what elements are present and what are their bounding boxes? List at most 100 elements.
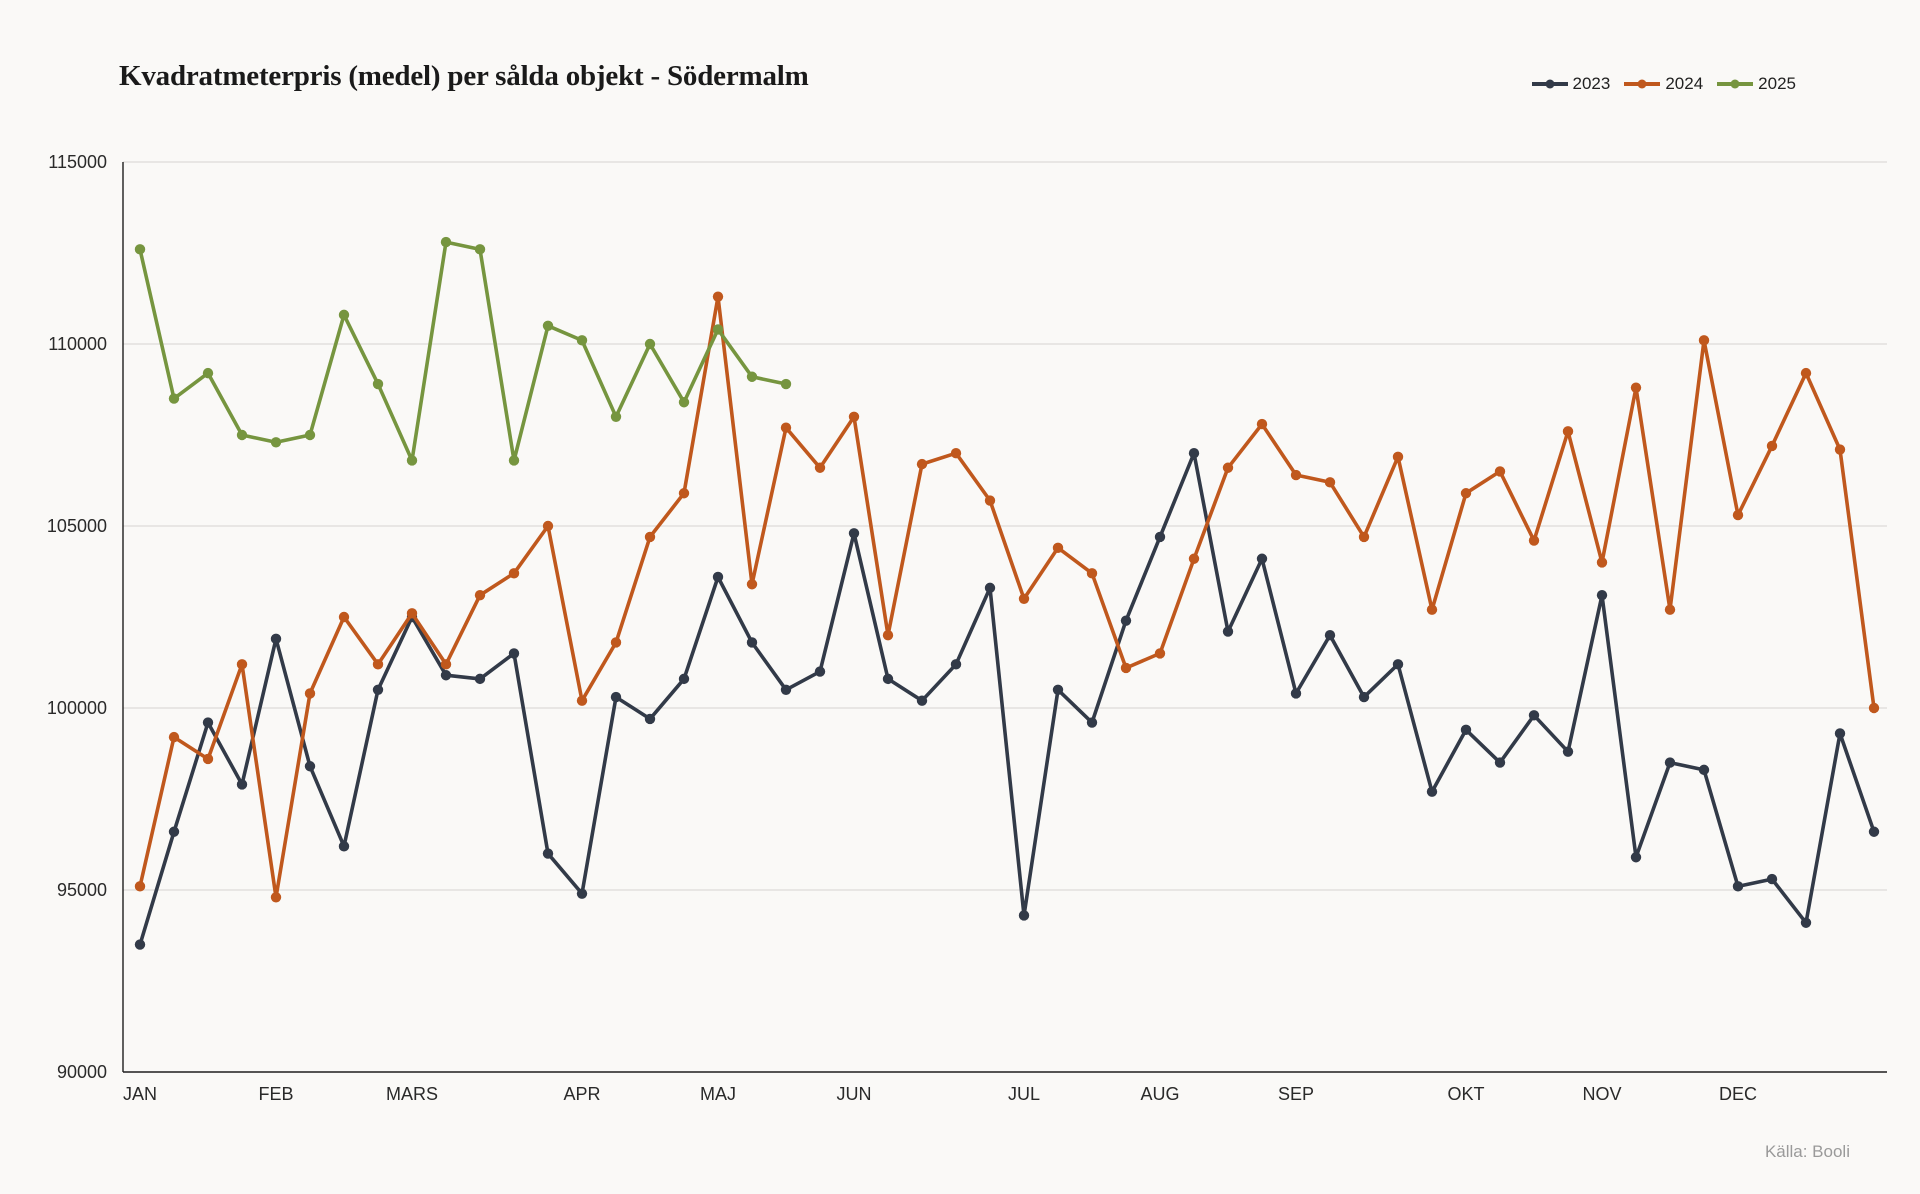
data-point-2024 bbox=[304, 688, 316, 699]
data-point-2023 bbox=[712, 571, 724, 583]
data-point-2024 bbox=[610, 637, 622, 648]
chart-title: Kvadratmeterpris (medel) per sålda objek… bbox=[119, 60, 809, 92]
data-point-2023 bbox=[168, 826, 180, 837]
data-point-2023 bbox=[576, 888, 588, 899]
data-point-2024 bbox=[712, 291, 724, 302]
data-point-2023 bbox=[1154, 531, 1166, 543]
data-point-2023 bbox=[1596, 589, 1608, 601]
legend: 2023 2024 2025 bbox=[1530, 74, 1796, 94]
data-point-2024 bbox=[1732, 509, 1744, 521]
data-point-2024 bbox=[1324, 477, 1336, 488]
y-tick-label: 105000 bbox=[47, 516, 107, 536]
y-tick-label: 90000 bbox=[57, 1062, 107, 1082]
data-point-2025 bbox=[134, 244, 146, 255]
data-point-2024 bbox=[168, 731, 180, 743]
legend-label-2025: 2025 bbox=[1758, 74, 1796, 93]
data-point-2023 bbox=[1188, 448, 1200, 459]
data-point-2024 bbox=[984, 495, 996, 506]
data-point-2024 bbox=[848, 411, 860, 422]
data-point-2024 bbox=[1188, 553, 1200, 564]
data-point-2024 bbox=[882, 630, 894, 641]
data-point-2023 bbox=[814, 666, 826, 677]
data-point-2024 bbox=[372, 659, 384, 670]
legend-swatch-2023 bbox=[1531, 79, 1568, 89]
series-2023 bbox=[134, 448, 1880, 950]
data-point-2023 bbox=[134, 939, 146, 950]
data-point-2024 bbox=[440, 659, 452, 670]
data-point-2025 bbox=[746, 371, 758, 382]
x-tick-label-sep: SEP bbox=[1278, 1084, 1314, 1104]
data-point-2024 bbox=[406, 608, 418, 619]
data-point-2024 bbox=[1358, 531, 1370, 543]
data-point-2025 bbox=[678, 397, 690, 408]
data-point-2025 bbox=[644, 338, 656, 350]
x-tick-label-apr: APR bbox=[563, 1084, 600, 1104]
data-point-2025 bbox=[270, 437, 282, 448]
data-point-2023 bbox=[304, 761, 316, 772]
data-point-2025 bbox=[780, 378, 792, 390]
data-point-2023 bbox=[1528, 710, 1540, 721]
x-tick-label-aug: AUG bbox=[1140, 1084, 1179, 1104]
data-point-2023 bbox=[236, 779, 248, 790]
data-point-2023 bbox=[780, 684, 792, 695]
legend-item-2024: 2024 bbox=[1622, 74, 1703, 94]
data-point-2025 bbox=[236, 429, 248, 441]
data-point-2024 bbox=[1596, 557, 1608, 568]
data-point-2023 bbox=[1494, 757, 1506, 768]
data-point-2024 bbox=[270, 892, 282, 903]
data-point-2023 bbox=[1086, 717, 1098, 728]
data-point-2025 bbox=[542, 320, 554, 331]
data-point-2024 bbox=[780, 422, 792, 433]
data-point-2024 bbox=[814, 462, 826, 473]
x-tick-label-nov: NOV bbox=[1582, 1084, 1621, 1104]
y-tick-label: 110000 bbox=[48, 334, 107, 354]
data-point-2025 bbox=[508, 455, 520, 466]
data-point-2024 bbox=[1528, 535, 1540, 546]
data-point-2024 bbox=[950, 448, 962, 459]
data-point-2024 bbox=[236, 659, 248, 670]
data-point-2023 bbox=[1698, 764, 1710, 776]
y-tick-label: 95000 bbox=[57, 880, 107, 900]
series-2024 bbox=[134, 291, 1880, 903]
data-point-2023 bbox=[644, 713, 656, 725]
data-point-2023 bbox=[1256, 553, 1268, 564]
data-point-2024 bbox=[1392, 451, 1404, 463]
data-point-2024 bbox=[916, 458, 928, 470]
data-point-2024 bbox=[508, 568, 520, 579]
data-point-2023 bbox=[1732, 881, 1744, 892]
data-point-2025 bbox=[372, 378, 384, 390]
data-point-2023 bbox=[746, 637, 758, 648]
data-point-2024 bbox=[678, 488, 690, 499]
data-point-2023 bbox=[542, 848, 554, 859]
data-point-2024 bbox=[746, 579, 758, 590]
data-point-2024 bbox=[1630, 382, 1642, 393]
series-line-2023 bbox=[138, 451, 1876, 947]
data-point-2025 bbox=[440, 236, 452, 248]
data-point-2024 bbox=[1834, 444, 1846, 455]
data-point-2023 bbox=[440, 670, 452, 681]
data-point-2024 bbox=[338, 611, 350, 623]
legend-label-2023: 2023 bbox=[1572, 74, 1611, 93]
data-point-2023 bbox=[270, 633, 282, 645]
axis-layer: 90000 95000 100000 105000 110000 115000 JAN FEB… bbox=[47, 152, 1887, 1104]
data-point-2024 bbox=[1868, 702, 1880, 714]
data-point-2023 bbox=[1120, 615, 1132, 626]
x-tick-label-feb: FEB bbox=[258, 1084, 293, 1104]
data-point-2023 bbox=[1630, 852, 1642, 863]
data-point-2023 bbox=[678, 673, 690, 685]
data-point-2024 bbox=[1426, 604, 1438, 615]
data-point-2025 bbox=[474, 244, 486, 255]
data-point-2024 bbox=[1290, 469, 1302, 481]
data-point-2024 bbox=[1086, 568, 1098, 579]
series-layer bbox=[134, 236, 1880, 950]
legend-item-2025: 2025 bbox=[1715, 74, 1796, 94]
data-point-2025 bbox=[168, 393, 180, 404]
data-point-2024 bbox=[1664, 604, 1676, 615]
x-tick-label-mars: MARS bbox=[386, 1084, 438, 1104]
data-point-2024 bbox=[1154, 648, 1166, 659]
data-point-2023 bbox=[950, 659, 962, 670]
data-point-2025 bbox=[304, 429, 316, 441]
data-point-2023 bbox=[848, 528, 860, 539]
series-2025 bbox=[134, 236, 792, 466]
